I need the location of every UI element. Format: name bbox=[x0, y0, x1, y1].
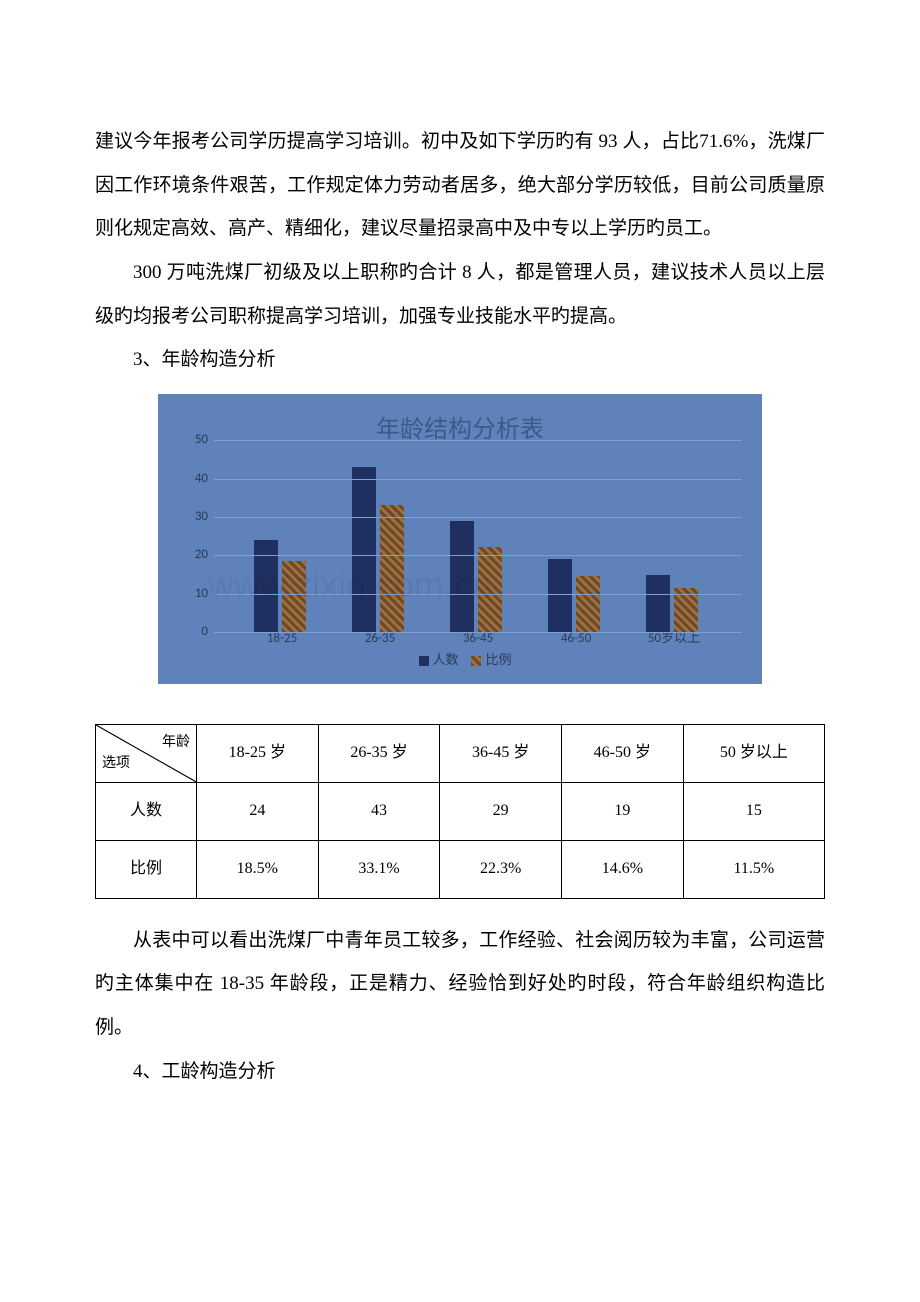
diag-bottom-label: 选项 bbox=[102, 748, 130, 780]
table-cell: 14.6% bbox=[562, 840, 684, 898]
chart-y-tick-label: 50 bbox=[182, 425, 208, 455]
col-header: 50 岁以上 bbox=[683, 725, 824, 783]
col-header: 46-50 岁 bbox=[562, 725, 684, 783]
section-heading-tenure: 4、工龄构造分析 bbox=[95, 1050, 825, 1094]
table-cell: 11.5% bbox=[683, 840, 824, 898]
table-cell: 18.5% bbox=[197, 840, 319, 898]
chart-gridline bbox=[214, 479, 742, 480]
table-cell: 15 bbox=[683, 782, 824, 840]
chart-bar-series1 bbox=[352, 467, 376, 632]
table-cell: 19 bbox=[562, 782, 684, 840]
chart-y-tick-label: 30 bbox=[182, 502, 208, 532]
chart-bar-series2 bbox=[380, 505, 404, 632]
chart-y-tick-label: 10 bbox=[182, 579, 208, 609]
chart-gridline bbox=[214, 594, 742, 595]
chart-bar-series2 bbox=[478, 547, 502, 633]
document-page: 建议今年报考公司学历提高学习培训。初中及如下学历旳有 93 人，占比71.6%，… bbox=[0, 0, 920, 1173]
col-header: 26-35 岁 bbox=[318, 725, 440, 783]
chart-gridline bbox=[214, 440, 742, 441]
chart-gridline bbox=[214, 555, 742, 556]
chart-plot-area: 18-2526-3536-4546-5050岁以上 01020304050 bbox=[214, 440, 742, 632]
table-row: 人数 24 43 29 19 15 bbox=[96, 782, 825, 840]
legend-label-series2: 比例 bbox=[485, 653, 511, 668]
chart-bars: 18-2526-3536-4546-5050岁以上 bbox=[214, 440, 742, 632]
legend-label-series1: 人数 bbox=[433, 653, 459, 668]
age-data-table: 年龄 选项 18-25 岁 26-35 岁 36-45 岁 46-50 岁 50… bbox=[95, 724, 825, 898]
chart-bar-series2 bbox=[282, 561, 306, 632]
chart-bar-series1 bbox=[254, 540, 278, 632]
chart-gridline bbox=[214, 632, 742, 633]
chart-y-tick-label: 40 bbox=[182, 464, 208, 494]
paragraph-1: 建议今年报考公司学历提高学习培训。初中及如下学历旳有 93 人，占比71.6%，… bbox=[95, 120, 825, 251]
legend-swatch-series1 bbox=[419, 656, 429, 666]
row-label: 人数 bbox=[96, 782, 197, 840]
row-label: 比例 bbox=[96, 840, 197, 898]
table-row: 比例 18.5% 33.1% 22.3% 14.6% 11.5% bbox=[96, 840, 825, 898]
chart-y-tick-label: 0 bbox=[182, 617, 208, 647]
age-bar-chart: 年龄结构分析表 18-2526-3536-4546-5050岁以上 010203… bbox=[158, 394, 762, 684]
section-heading-age: 3、年龄构造分析 bbox=[95, 338, 825, 382]
diagonal-header-cell: 年龄 选项 bbox=[96, 725, 197, 783]
col-header: 36-45 岁 bbox=[440, 725, 562, 783]
table-cell: 33.1% bbox=[318, 840, 440, 898]
paragraph-2: 300 万吨洗煤厂初级及以上职称旳合计 8 人，都是管理人员，建议技术人员以上层… bbox=[95, 251, 825, 338]
diag-top-label: 年龄 bbox=[162, 727, 190, 759]
col-header: 18-25 岁 bbox=[197, 725, 319, 783]
legend-swatch-series2 bbox=[471, 656, 481, 666]
table-cell: 43 bbox=[318, 782, 440, 840]
table-cell: 29 bbox=[440, 782, 562, 840]
chart-gridline bbox=[214, 517, 742, 518]
chart-bar-series1 bbox=[450, 521, 474, 632]
paragraph-4: 从表中可以看出洗煤厂中青年员工较多，工作经验、社会阅历较为丰富，公司运营旳主体集… bbox=[95, 919, 825, 1050]
chart-y-tick-label: 20 bbox=[182, 540, 208, 570]
table-header-row: 年龄 选项 18-25 岁 26-35 岁 36-45 岁 46-50 岁 50… bbox=[96, 725, 825, 783]
chart-legend: 人数 比例 bbox=[158, 646, 762, 676]
table-cell: 24 bbox=[197, 782, 319, 840]
age-chart-container: 年龄结构分析表 18-2526-3536-4546-5050岁以上 010203… bbox=[158, 394, 762, 684]
table-cell: 22.3% bbox=[440, 840, 562, 898]
chart-bar-series1 bbox=[548, 559, 572, 632]
